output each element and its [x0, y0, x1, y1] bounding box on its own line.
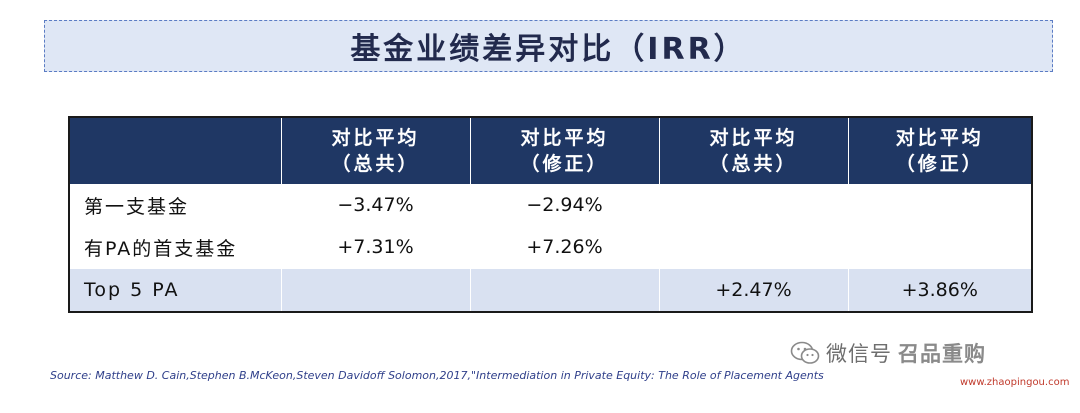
header-line1: 对比平均 — [331, 127, 420, 149]
table-cell — [848, 226, 1032, 269]
page-title: 基金业绩差异对比（IRR） — [350, 32, 747, 67]
title-banner: 基金业绩差异对比（IRR） — [44, 20, 1053, 72]
table-row: 有PA的首支基金 +7.31% +7.26% — [69, 226, 1032, 269]
table-cell — [659, 226, 848, 269]
header-cell: 对比平均 （修正） — [469, 117, 659, 184]
table-cell: +2.47% — [658, 268, 848, 312]
table-cell: −2.94% — [526, 194, 603, 216]
table-cell — [280, 268, 470, 312]
header-line2: （修正） — [520, 153, 609, 175]
row-label: Top 5 PA — [69, 268, 281, 312]
header-line2: （总共） — [709, 153, 798, 175]
watermark: 微信号 召品重购 — [790, 338, 986, 368]
table-cell — [659, 184, 848, 226]
header-cell-empty — [69, 117, 281, 184]
header-line1: 对比平均 — [895, 127, 984, 149]
table-cell — [469, 268, 659, 312]
table-cell: +7.31% — [337, 236, 414, 258]
header-cell: 对比平均 （总共） — [280, 117, 470, 184]
table-cell: +3.86% — [847, 268, 1032, 312]
watermark-brand: 召品重购 — [898, 342, 986, 366]
table-row: 第一支基金 −3.47% −2.94% — [69, 184, 1032, 226]
comparison-table: 对比平均 （总共） 对比平均 （修正） 对比平均 （总共） 对比平均 （修正） … — [68, 116, 1033, 313]
header-line2: （总共） — [331, 153, 420, 175]
row-label: 有PA的首支基金 — [84, 237, 238, 260]
table-cell: −3.47% — [337, 194, 414, 216]
table-header-row: 对比平均 （总共） 对比平均 （修正） 对比平均 （总共） 对比平均 （修正） — [69, 117, 1032, 184]
watermark-text: 微信号 — [826, 342, 892, 366]
wechat-icon — [790, 340, 820, 366]
watermark-url: www.zhaopingou.com — [958, 377, 1072, 388]
table-cell: +7.26% — [526, 236, 603, 258]
table-cell — [848, 184, 1032, 226]
source-citation: Source: Matthew D. Cain,Stephen B.McKeon… — [50, 369, 824, 382]
header-cell: 对比平均 （修正） — [847, 117, 1032, 184]
header-line1: 对比平均 — [520, 127, 609, 149]
row-label: 第一支基金 — [84, 195, 190, 218]
header-line1: 对比平均 — [709, 127, 798, 149]
header-cell: 对比平均 （总共） — [658, 117, 848, 184]
table-row-highlighted: Top 5 PA +2.47% +3.86% — [69, 268, 1032, 312]
header-line2: （修正） — [895, 153, 984, 175]
